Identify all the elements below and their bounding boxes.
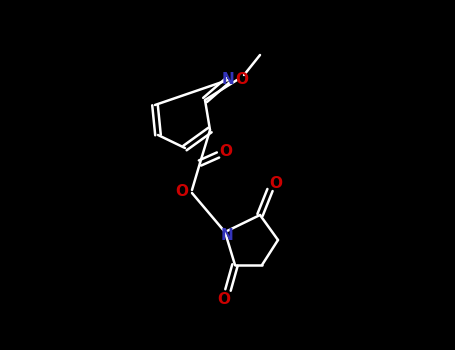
Text: O: O (236, 72, 248, 88)
Text: O: O (269, 176, 283, 191)
Text: O: O (219, 145, 233, 160)
Text: O: O (176, 184, 188, 200)
Text: N: N (221, 229, 233, 244)
Text: N: N (222, 72, 234, 88)
Text: O: O (217, 292, 231, 307)
